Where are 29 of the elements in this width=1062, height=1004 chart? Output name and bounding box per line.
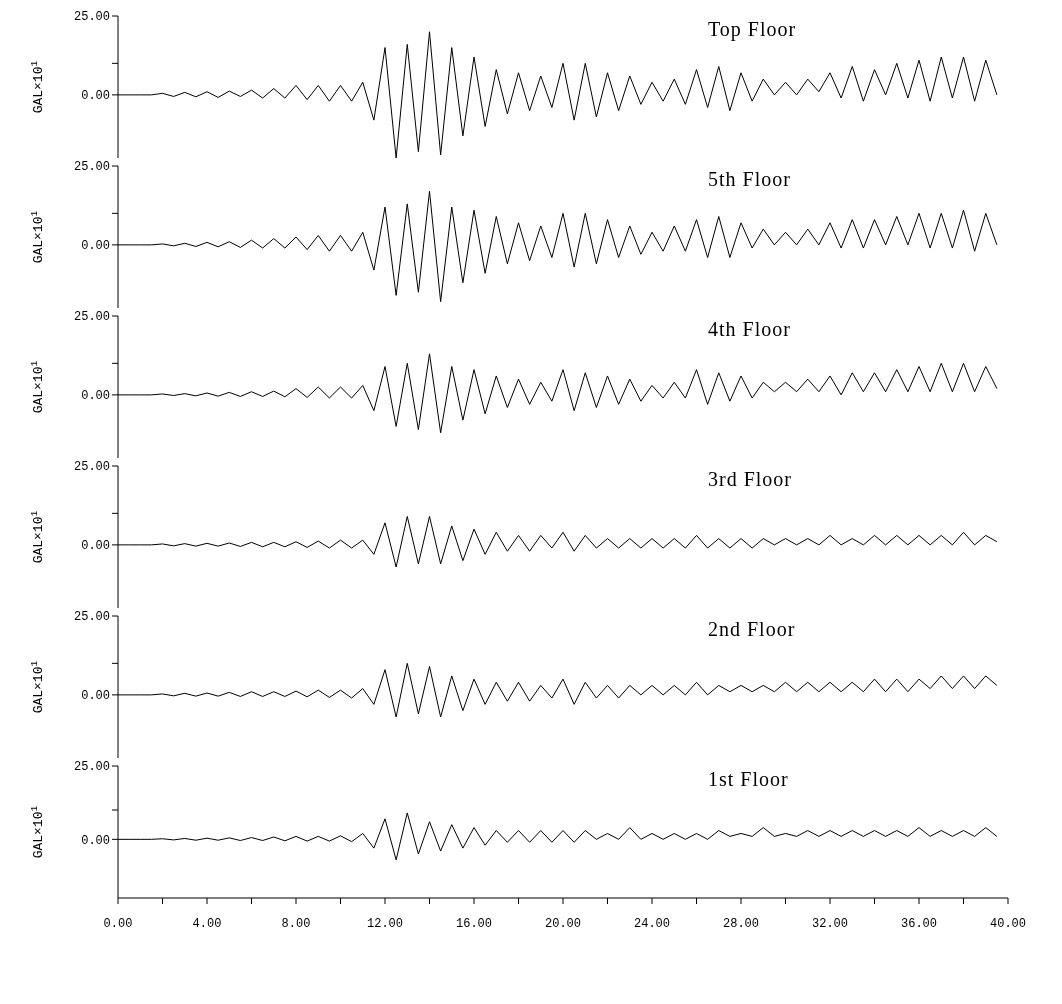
chart-title: 4th Floor <box>708 318 791 341</box>
x-tick-label: 24.00 <box>633 916 671 931</box>
y-tick-label: 25.00 <box>73 610 110 625</box>
chart-title: 3rd Floor <box>708 468 792 491</box>
y-tick-label: 25.00 <box>73 760 110 775</box>
chart-title: 2nd Floor <box>708 618 796 641</box>
y-tick-label: 0.00 <box>81 239 110 254</box>
y-tick-label: 0.00 <box>81 689 110 704</box>
chart-title: 5th Floor <box>708 168 791 191</box>
y-tick-label: 25.00 <box>73 10 110 25</box>
y-tick-label: 0.00 <box>81 89 110 104</box>
y-tick-label: 25.00 <box>73 460 110 475</box>
y-tick-label: 25.00 <box>73 160 110 175</box>
x-tick-label: 40.00 <box>989 916 1027 931</box>
x-tick-label: 20.00 <box>544 916 582 931</box>
x-tick-label: 0.00 <box>103 916 133 931</box>
chart-title: 1st Floor <box>708 768 789 791</box>
x-tick-label: 32.00 <box>811 916 849 931</box>
x-tick-label: 28.00 <box>722 916 760 931</box>
x-tick-label: 4.00 <box>192 916 222 931</box>
x-tick-label: 8.00 <box>281 916 311 931</box>
x-tick-label: 12.00 <box>366 916 404 931</box>
x-tick-label: 36.00 <box>900 916 938 931</box>
y-tick-label: 0.00 <box>81 389 110 404</box>
chart-title: Top Floor <box>708 18 797 41</box>
y-tick-label: 0.00 <box>81 833 110 848</box>
y-tick-label: 25.00 <box>73 310 110 325</box>
x-tick-label: 16.00 <box>455 916 493 931</box>
y-tick-label: 0.00 <box>81 539 110 554</box>
